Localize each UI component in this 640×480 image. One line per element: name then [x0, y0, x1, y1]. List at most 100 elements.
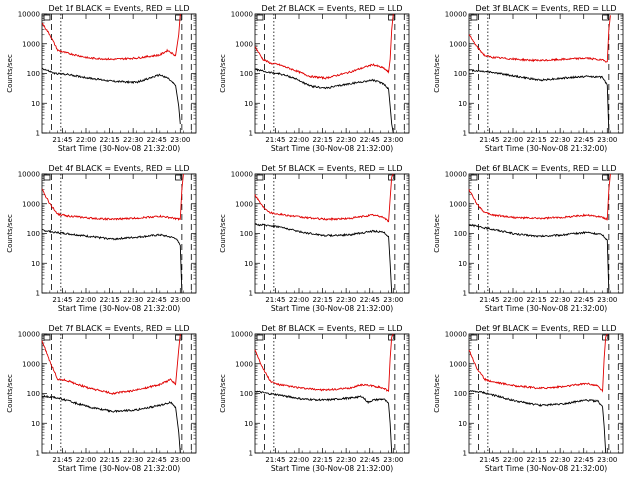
- square-marker: [43, 334, 51, 341]
- x-tick-label: 22:30: [550, 456, 570, 464]
- x-tick-label: 22:45: [147, 136, 167, 144]
- lld-series-line: [468, 173, 611, 221]
- x-tick-label: 22:00: [503, 456, 523, 464]
- x-tick-label: 22:15: [526, 136, 546, 144]
- x-tick-label: 22:00: [289, 456, 309, 464]
- y-tick-label: 10000: [445, 11, 467, 19]
- panel-6: Det 6f BLACK = Events, RED = LLD 1 10 100 10…: [433, 164, 624, 313]
- y-tick-label: 10: [458, 100, 467, 108]
- square-marker: [175, 14, 182, 21]
- x-tick-label: 22:45: [574, 136, 594, 144]
- events-series-line: [468, 68, 610, 134]
- panel-title: Det 4f BLACK = Events, RED = LLD: [48, 164, 189, 173]
- panel-3: Det 3f BLACK = Events, RED = LLD 1 10 100 10…: [433, 4, 624, 153]
- square-marker: [175, 174, 182, 181]
- x-tick-label: 22:15: [526, 296, 546, 304]
- events-series-line: [468, 389, 607, 454]
- y-tick-label: 10: [458, 420, 467, 428]
- panel-title: Det 1f BLACK = Events, RED = LLD: [48, 4, 189, 13]
- x-tick-label: 22:30: [336, 136, 356, 144]
- lld-series-line: [41, 13, 181, 61]
- y-tick-label: 1000: [449, 200, 467, 208]
- panel-title: Det 3f BLACK = Events, RED = LLD: [475, 4, 616, 13]
- x-tick-label: 22:15: [312, 136, 332, 144]
- x-tick-label: 22:30: [123, 136, 143, 144]
- y-tick-label: 1000: [235, 200, 253, 208]
- y-tick-label: 1: [249, 450, 253, 458]
- square-marker: [470, 174, 478, 181]
- x-tick-label: 22:15: [312, 456, 332, 464]
- y-tick-label: 1000: [22, 40, 40, 48]
- y-axis-label: Counts/sec: [433, 214, 441, 253]
- y-tick-label: 10: [244, 100, 253, 108]
- y-tick-label: 10000: [18, 171, 40, 179]
- plot-frame: [468, 333, 624, 454]
- x-tick-label: 22:00: [503, 136, 523, 144]
- y-tick-label: 1: [249, 130, 253, 138]
- panel-title: Det 5f BLACK = Events, RED = LLD: [261, 164, 402, 173]
- y-axis-label: Counts/sec: [219, 374, 227, 413]
- y-tick-label: 10000: [18, 11, 40, 19]
- x-tick-label: 22:30: [550, 136, 570, 144]
- y-tick-label: 100: [27, 390, 40, 398]
- y-tick-label: 1: [36, 130, 40, 138]
- y-tick-label: 100: [454, 390, 467, 398]
- x-tick-label: 21:45: [52, 296, 72, 304]
- panel-title: Det 6f BLACK = Events, RED = LLD: [475, 164, 616, 173]
- panel-title: Det 8f BLACK = Events, RED = LLD: [261, 324, 402, 333]
- square-marker: [470, 14, 478, 21]
- y-tick-label: 10000: [231, 11, 253, 19]
- y-tick-label: 10: [31, 260, 40, 268]
- x-tick-label: 22:45: [574, 456, 594, 464]
- y-tick-label: 100: [240, 230, 253, 238]
- x-tick-label: 21:45: [479, 296, 499, 304]
- x-tick-label: 22:00: [76, 136, 96, 144]
- square-marker: [602, 174, 609, 181]
- y-axis-label: Counts/sec: [6, 214, 14, 253]
- panel-1: Det 1f BLACK = Events, RED = LLD 1 10 100 10…: [6, 4, 197, 153]
- x-tick-label: 22:15: [99, 296, 119, 304]
- y-tick-label: 10: [244, 420, 253, 428]
- y-axis-label: Counts/sec: [6, 54, 14, 93]
- lld-series-line: [41, 173, 184, 221]
- x-tick-label: 22:00: [76, 296, 96, 304]
- x-tick-label: 23:00: [170, 136, 190, 144]
- plot-frame: [468, 13, 624, 134]
- y-tick-label: 10000: [445, 171, 467, 179]
- y-tick-label: 10000: [18, 331, 40, 339]
- x-tick-label: 23:00: [383, 456, 403, 464]
- square-marker: [388, 14, 395, 21]
- x-tick-label: 21:45: [479, 456, 499, 464]
- x-tick-label: 22:30: [550, 296, 570, 304]
- x-tick-label: 22:00: [76, 456, 96, 464]
- x-tick-label: 22:45: [574, 296, 594, 304]
- y-tick-label: 10000: [231, 331, 253, 339]
- y-tick-label: 1: [463, 450, 467, 458]
- lld-series-line: [41, 333, 181, 396]
- x-axis-label: Start Time (30-Nov-08 21:32:00): [485, 304, 607, 313]
- events-series-line: [41, 67, 181, 125]
- x-tick-label: 22:45: [147, 456, 167, 464]
- x-tick-label: 23:00: [383, 136, 403, 144]
- x-axis-label: Start Time (30-Nov-08 21:32:00): [485, 464, 607, 473]
- x-tick-label: 22:15: [99, 456, 119, 464]
- y-axis-label: Counts/sec: [433, 374, 441, 413]
- events-series-line: [41, 394, 181, 454]
- y-tick-label: 10000: [231, 171, 253, 179]
- x-tick-label: 22:45: [360, 136, 380, 144]
- y-tick-label: 100: [454, 70, 467, 78]
- square-marker: [256, 14, 264, 21]
- x-tick-label: 21:45: [265, 456, 285, 464]
- plot-frame: [41, 173, 197, 294]
- x-tick-label: 22:30: [123, 296, 143, 304]
- lld-series-line: [254, 173, 394, 223]
- square-marker: [43, 174, 51, 181]
- y-tick-label: 1000: [449, 40, 467, 48]
- y-tick-label: 100: [454, 230, 467, 238]
- square-marker: [256, 174, 264, 181]
- panel-8: Det 8f BLACK = Events, RED = LLD 1 10 100 10…: [219, 324, 410, 473]
- y-tick-label: 100: [27, 230, 40, 238]
- square-marker: [175, 334, 182, 341]
- x-axis-label: Start Time (30-Nov-08 21:32:00): [271, 464, 393, 473]
- panel-7: Det 7f BLACK = Events, RED = LLD 1 10 100 10…: [6, 324, 197, 473]
